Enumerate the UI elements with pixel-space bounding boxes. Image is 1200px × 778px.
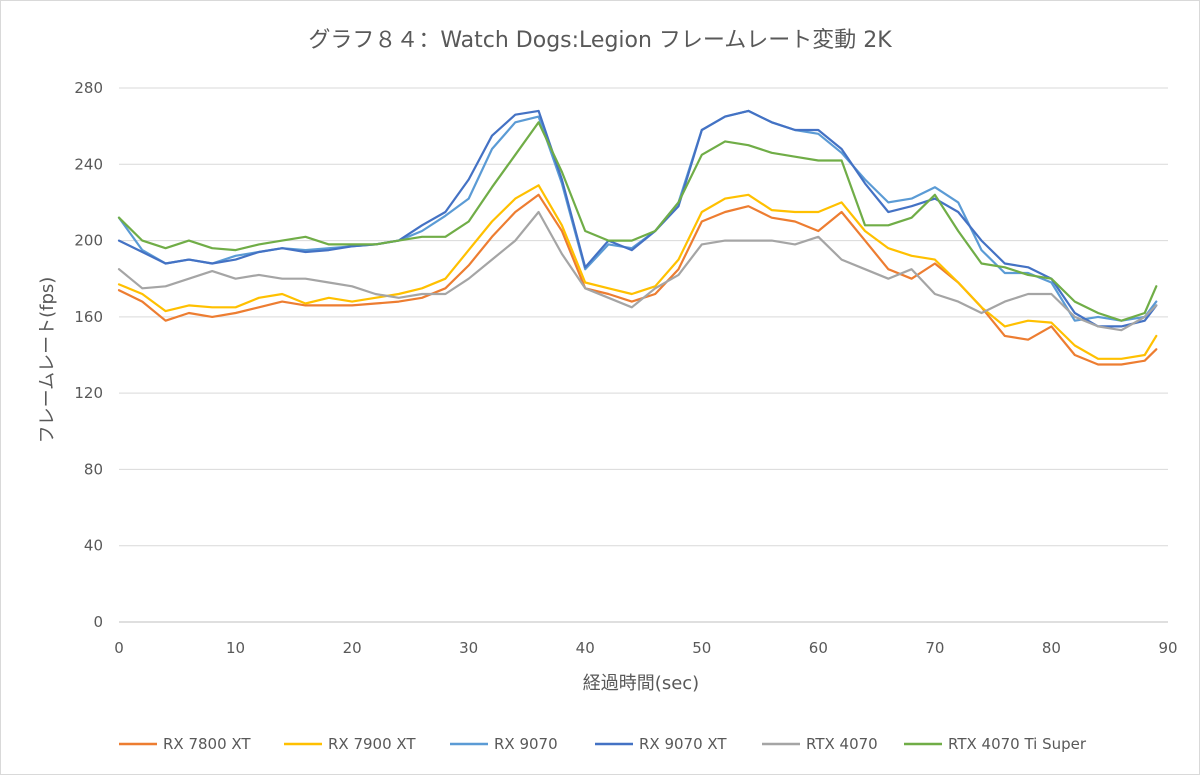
x-tick-label: 30 — [459, 639, 478, 657]
gridlines — [119, 87, 1168, 547]
x-tick-label: 40 — [576, 639, 595, 657]
series-line — [117, 109, 1158, 328]
legend-entry: RTX 4070 Ti Super — [948, 735, 1087, 753]
y-tick-label: 120 — [74, 384, 103, 402]
series-line — [117, 184, 1158, 360]
y-tick-label: 160 — [74, 308, 103, 326]
y-axis-ticks: 0 40 80 120 160 200 240 280 — [74, 79, 103, 631]
legend-entry: RTX 4070 — [806, 735, 878, 753]
legend: RX 7800 XT RX 7900 XT RX 9070 RX 9070 XT RTX… — [119, 735, 1087, 753]
y-tick-label: 0 — [93, 613, 103, 631]
legend-entry: RX 9070 — [494, 735, 558, 753]
x-tick-label: 50 — [692, 639, 711, 657]
series-line — [117, 193, 1158, 366]
x-tick-label: 70 — [925, 639, 944, 657]
y-tick-label: 240 — [74, 155, 103, 173]
legend-entry: RX 7900 XT — [328, 735, 416, 753]
legend-entry: RX 9070 XT — [639, 735, 727, 753]
series-line — [117, 109, 1158, 322]
x-axis-ticks: 0 10 20 30 40 50 60 70 80 90 — [114, 639, 1177, 657]
x-tick-label: 10 — [226, 639, 245, 657]
x-tick-label: 90 — [1158, 639, 1177, 657]
series-line — [117, 121, 1158, 322]
series-lines — [117, 109, 1158, 366]
x-axis-label: 経過時間(sec) — [583, 673, 699, 694]
chart-title: グラフ８４：Watch Dogs:Legion フレームレート変動 2K — [308, 28, 892, 53]
x-tick-label: 20 — [343, 639, 362, 657]
y-tick-label: 40 — [84, 537, 103, 555]
legend-entry: RX 7800 XT — [163, 735, 251, 753]
x-tick-label: 80 — [1042, 639, 1061, 657]
x-tick-label: 0 — [114, 639, 124, 657]
y-tick-label: 200 — [74, 232, 103, 250]
y-axis-label: フレームレート(fps) — [37, 277, 58, 444]
x-tick-label: 60 — [809, 639, 828, 657]
y-tick-label: 280 — [74, 79, 103, 97]
series-line — [117, 210, 1158, 332]
y-tick-label: 80 — [84, 460, 103, 478]
